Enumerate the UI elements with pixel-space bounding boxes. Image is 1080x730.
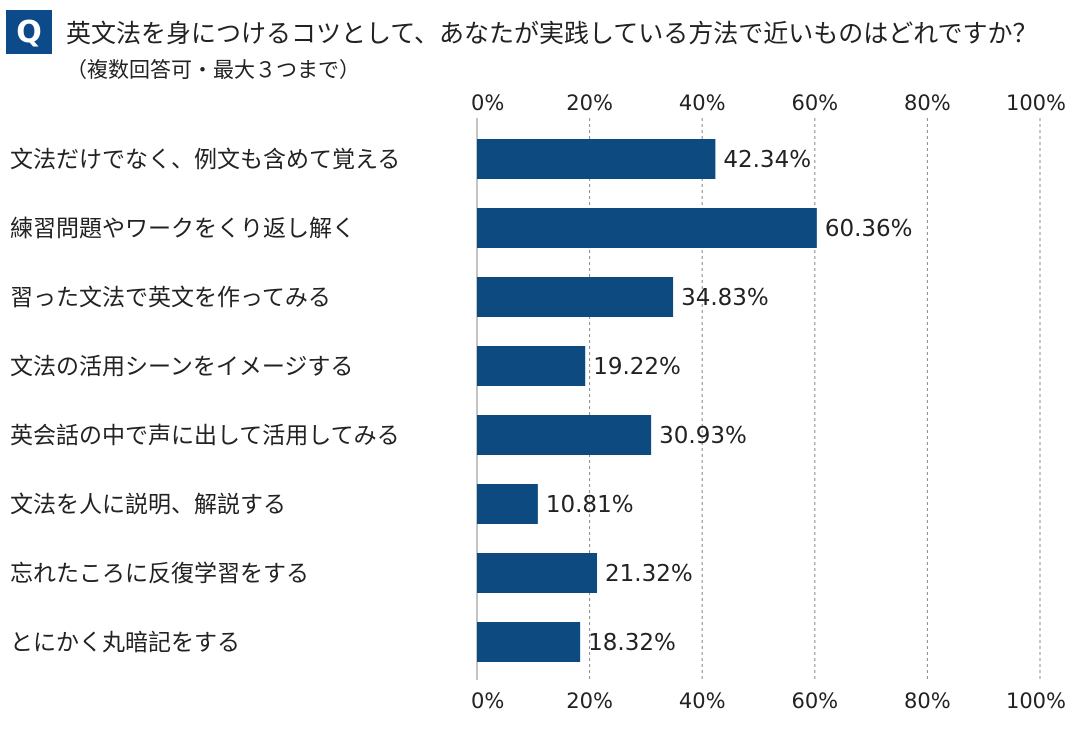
bar bbox=[477, 415, 652, 455]
x-tick-label-top: 100% bbox=[1006, 91, 1066, 115]
x-tick-label-top: 60% bbox=[791, 91, 838, 115]
category-label: 文法を人に説明、解説する bbox=[10, 492, 286, 518]
question-subtitle: （複数回答可・最大３つまで） bbox=[66, 58, 360, 82]
x-tick-label-top: 0% bbox=[471, 91, 504, 115]
question-title: 英文法を身につけるコツとして、あなたが実践している方法で近いものはどれですか？ bbox=[66, 19, 1038, 48]
category-label: 習った文法で英文を作ってみる bbox=[10, 285, 331, 311]
x-tick-label-top: 80% bbox=[904, 91, 951, 115]
question-badge: Q bbox=[6, 10, 52, 54]
x-tick-label-bottom: 80% bbox=[904, 689, 951, 713]
bar bbox=[477, 277, 674, 317]
bar bbox=[477, 208, 817, 248]
value-label: 30.93% bbox=[659, 423, 747, 449]
category-label: 文法だけでなく、例文も含めて覚える bbox=[10, 147, 400, 173]
bar bbox=[477, 553, 598, 593]
value-label: 19.22% bbox=[593, 354, 681, 380]
x-tick-label-bottom: 60% bbox=[791, 689, 838, 713]
bar bbox=[477, 139, 716, 179]
category-label: 練習問題やワークをくり返し解く bbox=[10, 216, 355, 242]
category-label: 英会話の中で声に出して活用してみる bbox=[10, 423, 400, 449]
value-label: 60.36% bbox=[825, 216, 913, 242]
value-label: 18.32% bbox=[588, 630, 676, 656]
category-label: 忘れたころに反復学習をする bbox=[10, 561, 309, 587]
x-tick-label-bottom: 20% bbox=[566, 689, 613, 713]
x-tick-label-bottom: 40% bbox=[679, 689, 726, 713]
x-tick-label-bottom: 0% bbox=[471, 689, 504, 713]
category-label: とにかく丸暗記をする bbox=[10, 630, 240, 656]
value-label: 10.81% bbox=[546, 492, 634, 518]
x-tick-label-top: 40% bbox=[679, 91, 726, 115]
category-label: 文法の活用シーンをイメージする bbox=[10, 354, 353, 380]
value-label: 34.83% bbox=[681, 285, 769, 311]
x-tick-label-bottom: 100% bbox=[1006, 689, 1066, 713]
value-label: 21.32% bbox=[605, 561, 693, 587]
bar bbox=[477, 484, 538, 524]
bar bbox=[477, 622, 581, 662]
bar bbox=[477, 346, 586, 386]
value-label: 42.34% bbox=[723, 147, 811, 173]
x-tick-label-top: 20% bbox=[566, 91, 613, 115]
